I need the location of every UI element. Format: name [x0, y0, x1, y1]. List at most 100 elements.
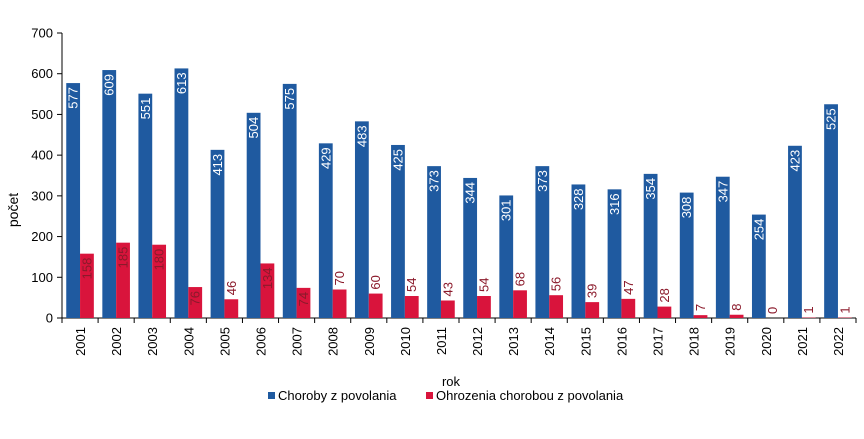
bars	[66, 68, 852, 318]
x-tick-label: 2021	[795, 327, 810, 356]
data-label: 47	[621, 280, 636, 294]
legend: Choroby z povolania Ohrozenia chorobou z …	[268, 388, 624, 403]
bar-ohrozenia	[585, 302, 599, 318]
legend-swatch	[268, 392, 275, 399]
x-tick-label: 2018	[687, 327, 702, 356]
x-tick-label: 2022	[831, 327, 846, 356]
data-label: 68	[513, 272, 528, 286]
data-label: 54	[404, 278, 419, 292]
x-tick-label: 2007	[290, 327, 305, 356]
data-label: 525	[824, 108, 839, 130]
data-label: 185	[116, 247, 131, 269]
x-tick-label: 2002	[109, 327, 124, 356]
data-label: 180	[152, 249, 167, 271]
bar-ohrozenia	[441, 300, 455, 318]
data-label: 76	[188, 291, 203, 305]
bar-ohrozenia	[658, 307, 672, 318]
legend-swatch	[426, 392, 433, 399]
bar-ohrozenia	[694, 315, 708, 318]
bar-ohrozenia	[224, 299, 238, 318]
bar-choroby	[66, 83, 80, 318]
data-label: 577	[66, 87, 81, 109]
data-label: 429	[318, 147, 333, 169]
data-label: 301	[499, 199, 514, 221]
data-label: 328	[571, 188, 586, 210]
bar-choroby	[138, 94, 152, 318]
data-label: 56	[549, 277, 564, 291]
y-tick-label: 700	[31, 26, 53, 41]
x-tick-label: 2015	[578, 327, 593, 356]
data-label: 60	[368, 275, 383, 289]
x-tick-label: 2020	[759, 327, 774, 356]
bar-ohrozenia	[405, 296, 419, 318]
data-label: 316	[607, 193, 622, 215]
bar-choroby	[102, 70, 116, 318]
x-tick-label: 2012	[470, 327, 485, 356]
y-tick-label: 400	[31, 148, 53, 163]
data-label: 134	[260, 267, 275, 289]
y-tick-label: 200	[31, 229, 53, 244]
y-tick-label: 500	[31, 107, 53, 122]
x-tick-label: 2008	[326, 327, 341, 356]
x-tick-label: 2009	[362, 327, 377, 356]
bar-choroby	[283, 84, 297, 318]
bar-choroby	[247, 113, 261, 318]
y-tick-label: 0	[46, 311, 53, 326]
x-tick-label: 2006	[254, 327, 269, 356]
data-label: 344	[463, 182, 478, 204]
data-label: 373	[427, 170, 442, 192]
y-tick-label: 100	[31, 270, 53, 285]
x-tick-label: 2001	[73, 327, 88, 356]
data-label: 308	[679, 197, 694, 219]
data-label: 158	[79, 258, 94, 280]
bar-choroby	[824, 104, 838, 318]
data-label: 39	[585, 284, 600, 298]
x-tick-label: 2013	[506, 327, 521, 356]
data-label: 70	[332, 271, 347, 285]
x-tick-label: 2011	[434, 327, 449, 355]
data-label: 613	[174, 72, 189, 94]
data-label: 28	[657, 288, 672, 302]
data-label: 54	[476, 278, 491, 292]
x-tick-label: 2017	[651, 327, 666, 356]
data-label: 347	[715, 181, 730, 203]
data-label: 74	[296, 292, 311, 306]
bar-ohrozenia	[513, 290, 527, 318]
y-axis-label: počet	[5, 193, 21, 227]
x-tick-label: 2005	[217, 327, 232, 356]
data-label: 1	[837, 306, 852, 313]
data-label: 423	[787, 150, 802, 172]
data-label: 373	[535, 170, 550, 192]
bar-ohrozenia	[621, 299, 635, 318]
x-tick-label: 2016	[614, 327, 629, 356]
y-tick-label: 300	[31, 188, 53, 203]
data-label: 551	[138, 98, 153, 120]
data-label: 7	[693, 304, 708, 311]
bar-ohrozenia	[549, 295, 563, 318]
bar-choroby	[175, 68, 189, 318]
legend-label: Choroby z povolania	[278, 388, 397, 403]
data-label: 609	[102, 74, 117, 96]
x-tick-label: 2014	[542, 327, 557, 356]
data-label: 483	[354, 125, 369, 147]
data-label: 575	[282, 88, 297, 110]
x-tick-label: 2010	[398, 327, 413, 356]
data-label: 1	[801, 306, 816, 313]
data-label: 46	[224, 281, 239, 295]
bar-choroby	[355, 121, 369, 318]
x-axis-label: rok	[442, 374, 461, 389]
bar-ohrozenia	[333, 290, 347, 319]
x-tick-label: 2004	[181, 327, 196, 356]
y-tick-label: 600	[31, 66, 53, 81]
data-label: 425	[390, 149, 405, 171]
x-tick-label: 2003	[145, 327, 160, 356]
legend-label: Ohrozenia chorobou z povolania	[436, 388, 624, 403]
data-label: 254	[751, 219, 766, 241]
bar-ohrozenia	[730, 315, 744, 318]
data-label: 413	[210, 154, 225, 176]
data-label: 0	[765, 307, 780, 314]
data-label: 504	[246, 117, 261, 139]
x-tick-label: 2019	[723, 327, 738, 356]
